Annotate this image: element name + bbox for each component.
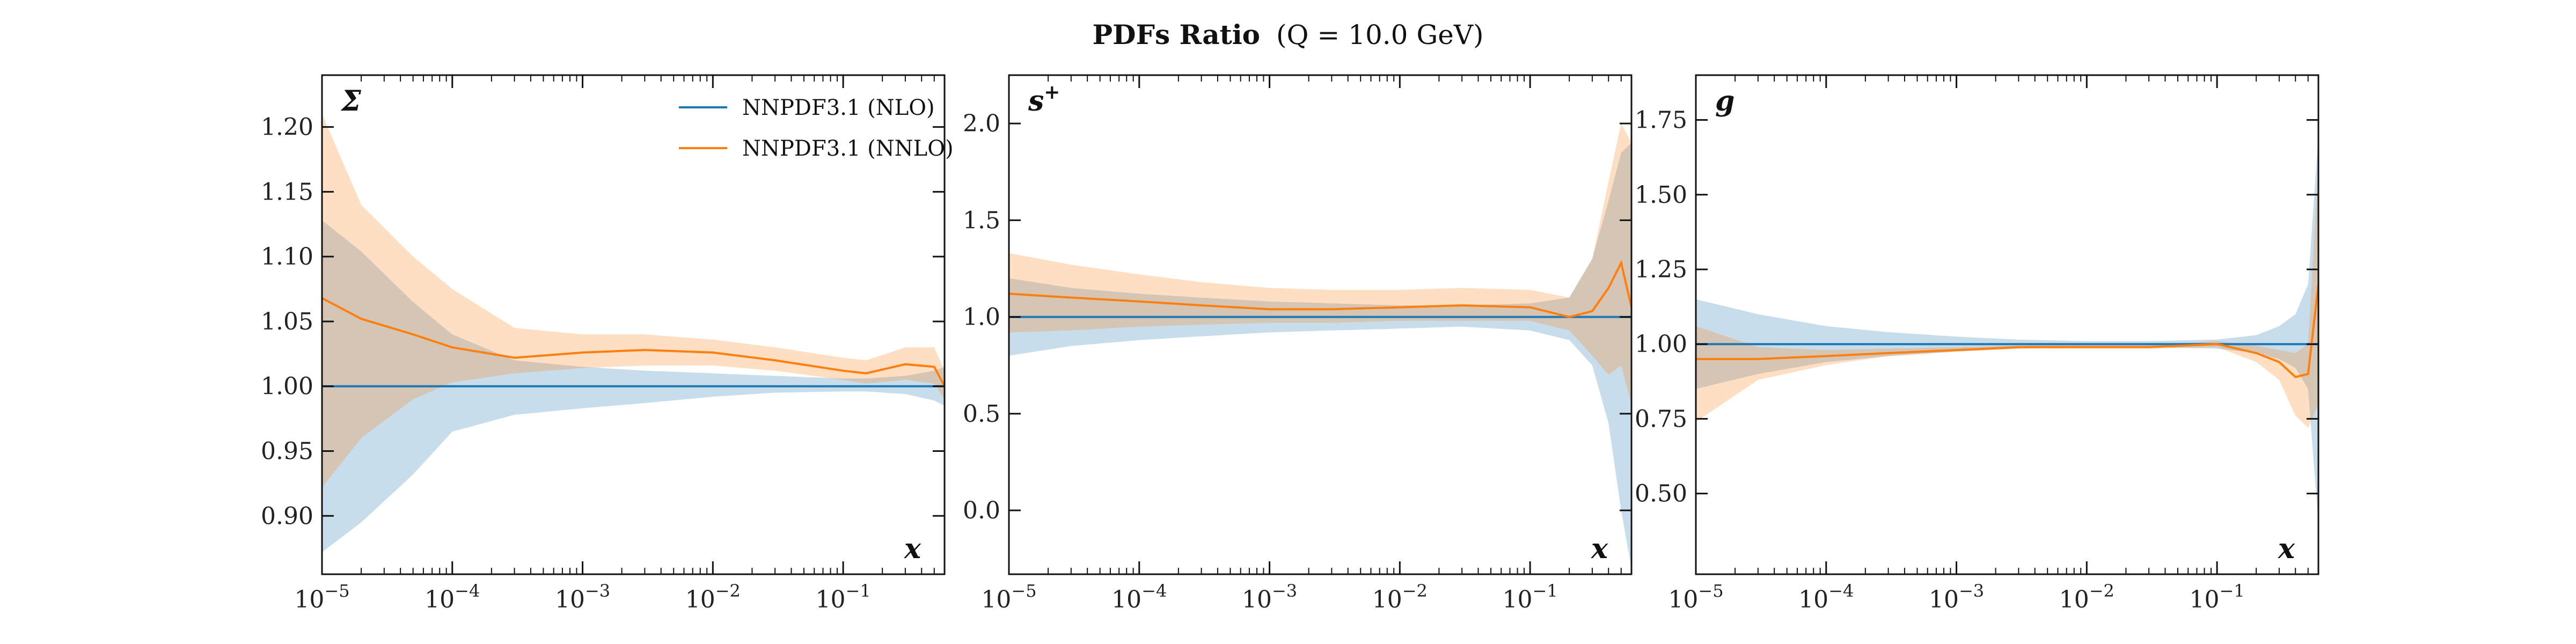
- axes-frame: [321, 74, 946, 575]
- legend-nnlo-label: NNPDF3.1 (NNLO): [742, 136, 954, 161]
- panel-label: Σ: [340, 85, 361, 118]
- y-tick-label: 1.20: [261, 114, 313, 141]
- x-tick-label: 10−1: [1503, 581, 1558, 613]
- panel-label: s+: [1028, 81, 1060, 118]
- x-tick-label: 10−2: [1372, 581, 1428, 613]
- y-tick-label: 0.0: [963, 497, 1000, 524]
- y-tick-label: 1.00: [1635, 331, 1687, 358]
- figure-title-main: PDFs Ratio: [1092, 19, 1260, 50]
- plot-area: [1696, 135, 2318, 524]
- y-tick-label: 1.0: [963, 304, 1000, 331]
- y-tick-label: 0.5: [963, 400, 1000, 428]
- x-tick-label: 10−5: [1668, 581, 1723, 613]
- x-tick-label: 10−3: [1242, 581, 1297, 613]
- x-tick-label: 10−4: [1798, 581, 1854, 613]
- y-tick-label: 0.75: [1635, 405, 1687, 433]
- panels: 0.90 0.95 1.00 1.05 1.10 1.15 1.20 10−5 10−4 10−3…: [261, 74, 2319, 613]
- x-tick-label: 10−5: [981, 581, 1036, 613]
- y-tick-label: 0.90: [261, 502, 313, 530]
- y-tick-label: 1.75: [1635, 107, 1687, 134]
- x-tick-label: 10−1: [816, 581, 871, 613]
- y-tick-label: 0.95: [261, 438, 313, 465]
- x-axis-label: x: [2278, 532, 2295, 565]
- panel-1: 0.0 0.5 1.0 1.5 2.0 10−5 10−4 10−3 10−2 10−1 s+ x: [963, 74, 1633, 613]
- x-tick-label: 10−4: [425, 581, 480, 613]
- y-tick-label: 1.10: [261, 243, 313, 270]
- nnlo-line: [1696, 284, 2318, 378]
- x-axis-label: x: [1591, 532, 1608, 565]
- y-tick-label: 1.00: [261, 373, 313, 400]
- axes-frame: [1008, 74, 1633, 575]
- x-tick-label: 10−3: [1929, 581, 1984, 613]
- panel-label: g: [1715, 85, 1735, 118]
- y-tick-label: 1.15: [261, 178, 313, 206]
- nnlo-line: [322, 297, 945, 387]
- x-tick-label: 10−2: [685, 581, 741, 613]
- nnlo-uncertainty-band: [1696, 165, 2318, 428]
- y-tick-label: 2.0: [963, 110, 1000, 137]
- panel-0: 0.90 0.95 1.00 1.05 1.10 1.15 1.20 10−5 10−4 10−3…: [261, 74, 954, 613]
- axes-frame: [1695, 74, 2319, 575]
- nnlo-line: [1009, 259, 1631, 318]
- x-tick-label: 10−4: [1111, 581, 1167, 613]
- legend-nlo-label: NNPDF3.1 (NLO): [742, 96, 935, 120]
- nlo-uncertainty-band: [1009, 143, 1631, 569]
- plot-area: [322, 114, 945, 552]
- y-tick-label: 1.5: [963, 207, 1000, 234]
- nnlo-uncertainty-band: [322, 114, 945, 488]
- x-tick-label: 10−3: [555, 581, 610, 613]
- x-tick-label: 10−5: [294, 581, 349, 613]
- y-tick-label: 1.25: [1635, 256, 1687, 283]
- nlo-uncertainty-band: [1696, 135, 2318, 524]
- y-tick-label: 1.05: [261, 308, 313, 335]
- figure-title-subtitle: (Q = 10.0 GeV): [1276, 19, 1484, 50]
- y-tick-label: 1.50: [1635, 181, 1687, 209]
- plot-area: [1009, 123, 1631, 569]
- nnlo-uncertainty-band: [1009, 123, 1631, 404]
- x-tick-label: 10−1: [2190, 581, 2245, 613]
- x-tick-label: 10−2: [2059, 581, 2114, 613]
- figure-title: PDFs Ratio (Q = 10.0 GeV): [1092, 19, 1483, 50]
- panel-2: 0.50 0.75 1.00 1.25 1.50 1.75 10−5 10−4 10−3 10−2…: [1635, 74, 2319, 613]
- x-axis-label: x: [904, 532, 921, 565]
- legend: NNPDF3.1 (NLO) NNPDF3.1 (NNLO): [679, 96, 954, 161]
- y-tick-label: 0.50: [1635, 480, 1687, 508]
